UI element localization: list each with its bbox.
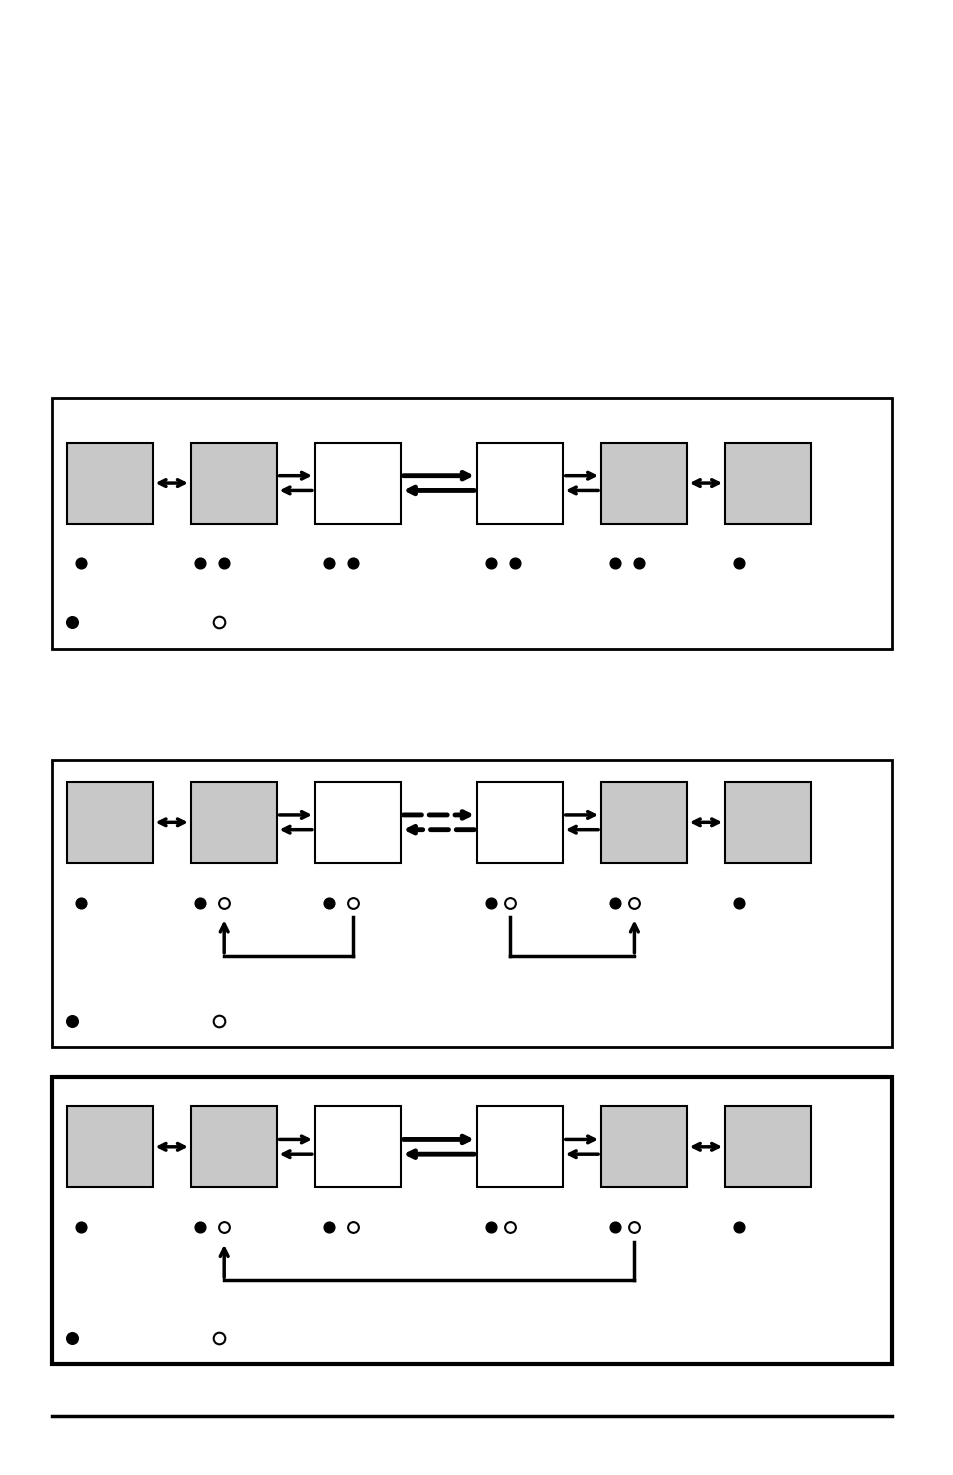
FancyBboxPatch shape xyxy=(67,1106,152,1187)
Point xyxy=(212,1009,227,1032)
FancyBboxPatch shape xyxy=(600,1106,686,1187)
Point xyxy=(216,552,232,575)
FancyBboxPatch shape xyxy=(67,782,152,863)
Point xyxy=(483,552,498,575)
Point xyxy=(73,1215,89,1239)
Point xyxy=(507,552,522,575)
Point xyxy=(64,611,79,634)
FancyBboxPatch shape xyxy=(724,442,810,524)
Point xyxy=(212,1326,227,1350)
Point xyxy=(321,891,336,914)
FancyBboxPatch shape xyxy=(52,760,891,1047)
Point xyxy=(345,552,360,575)
FancyBboxPatch shape xyxy=(476,782,562,863)
FancyBboxPatch shape xyxy=(724,782,810,863)
FancyBboxPatch shape xyxy=(600,782,686,863)
FancyBboxPatch shape xyxy=(600,442,686,524)
Point xyxy=(73,552,89,575)
Point xyxy=(64,1326,79,1350)
FancyBboxPatch shape xyxy=(191,442,276,524)
Point xyxy=(483,891,498,914)
Point xyxy=(216,1215,232,1239)
Point xyxy=(193,1215,208,1239)
Point xyxy=(626,1215,641,1239)
Point xyxy=(345,1215,360,1239)
Point xyxy=(731,552,746,575)
FancyBboxPatch shape xyxy=(314,782,400,863)
Point xyxy=(193,552,208,575)
Point xyxy=(73,891,89,914)
FancyBboxPatch shape xyxy=(67,442,152,524)
Point xyxy=(731,891,746,914)
Point xyxy=(502,1215,517,1239)
Point xyxy=(321,1215,336,1239)
Point xyxy=(626,891,641,914)
Point xyxy=(216,891,232,914)
Point xyxy=(502,891,517,914)
Point xyxy=(321,552,336,575)
FancyBboxPatch shape xyxy=(314,1106,400,1187)
FancyBboxPatch shape xyxy=(724,1106,810,1187)
Point xyxy=(607,1215,622,1239)
FancyBboxPatch shape xyxy=(191,1106,276,1187)
Point xyxy=(483,1215,498,1239)
Point xyxy=(607,552,622,575)
Point xyxy=(193,891,208,914)
Point xyxy=(212,611,227,634)
FancyBboxPatch shape xyxy=(52,1077,891,1364)
FancyBboxPatch shape xyxy=(476,1106,562,1187)
FancyBboxPatch shape xyxy=(314,442,400,524)
Point xyxy=(631,552,646,575)
Point xyxy=(731,1215,746,1239)
FancyBboxPatch shape xyxy=(52,398,891,649)
FancyBboxPatch shape xyxy=(476,442,562,524)
Point xyxy=(64,1009,79,1032)
FancyBboxPatch shape xyxy=(191,782,276,863)
Point xyxy=(607,891,622,914)
Point xyxy=(345,891,360,914)
